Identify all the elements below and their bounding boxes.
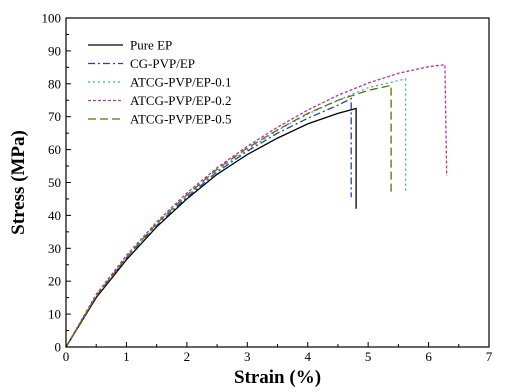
x-tick-label: 7 — [486, 349, 493, 364]
y-tick-label: 20 — [48, 274, 61, 289]
series-line-5 — [65, 84, 392, 348]
x-tick-label: 1 — [123, 349, 130, 364]
x-tick-label: 5 — [365, 349, 372, 364]
y-tick-label: 80 — [48, 76, 61, 91]
series-line-4 — [65, 63, 448, 348]
series-line-3 — [65, 78, 407, 348]
x-axis-title: Strain (%) — [234, 367, 321, 388]
y-tick-label: 70 — [48, 109, 61, 124]
y-tick-label: 90 — [48, 43, 61, 58]
x-tick-label: 4 — [304, 349, 311, 364]
x-tick-label: 0 — [63, 349, 70, 364]
y-tick-label: 50 — [48, 175, 61, 190]
y-tick-label: 40 — [48, 208, 61, 223]
y-tick-label: 10 — [48, 307, 61, 322]
legend-label-1: Pure EP — [130, 38, 172, 53]
series-line-1 — [65, 107, 357, 348]
x-tick-label: 6 — [425, 349, 432, 364]
y-tick-label: 30 — [48, 241, 61, 256]
y-tick-label: 60 — [48, 142, 61, 157]
legend-label-3: ATCG-PVP/EP-0.1 — [130, 75, 232, 90]
legend-label-5: ATCG-PVP/EP-0.5 — [130, 112, 232, 127]
x-tick-label: 2 — [184, 349, 191, 364]
x-tick-label: 3 — [244, 349, 251, 364]
y-axis-title: Stress (MPa) — [8, 130, 29, 235]
legend-label-4: ATCG-PVP/EP-0.2 — [130, 93, 232, 108]
y-tick-label: 100 — [42, 11, 62, 26]
y-tick-label: 0 — [55, 340, 62, 355]
series-line-2 — [65, 97, 352, 348]
legend-label-2: CG-PVP/EP — [130, 56, 195, 71]
